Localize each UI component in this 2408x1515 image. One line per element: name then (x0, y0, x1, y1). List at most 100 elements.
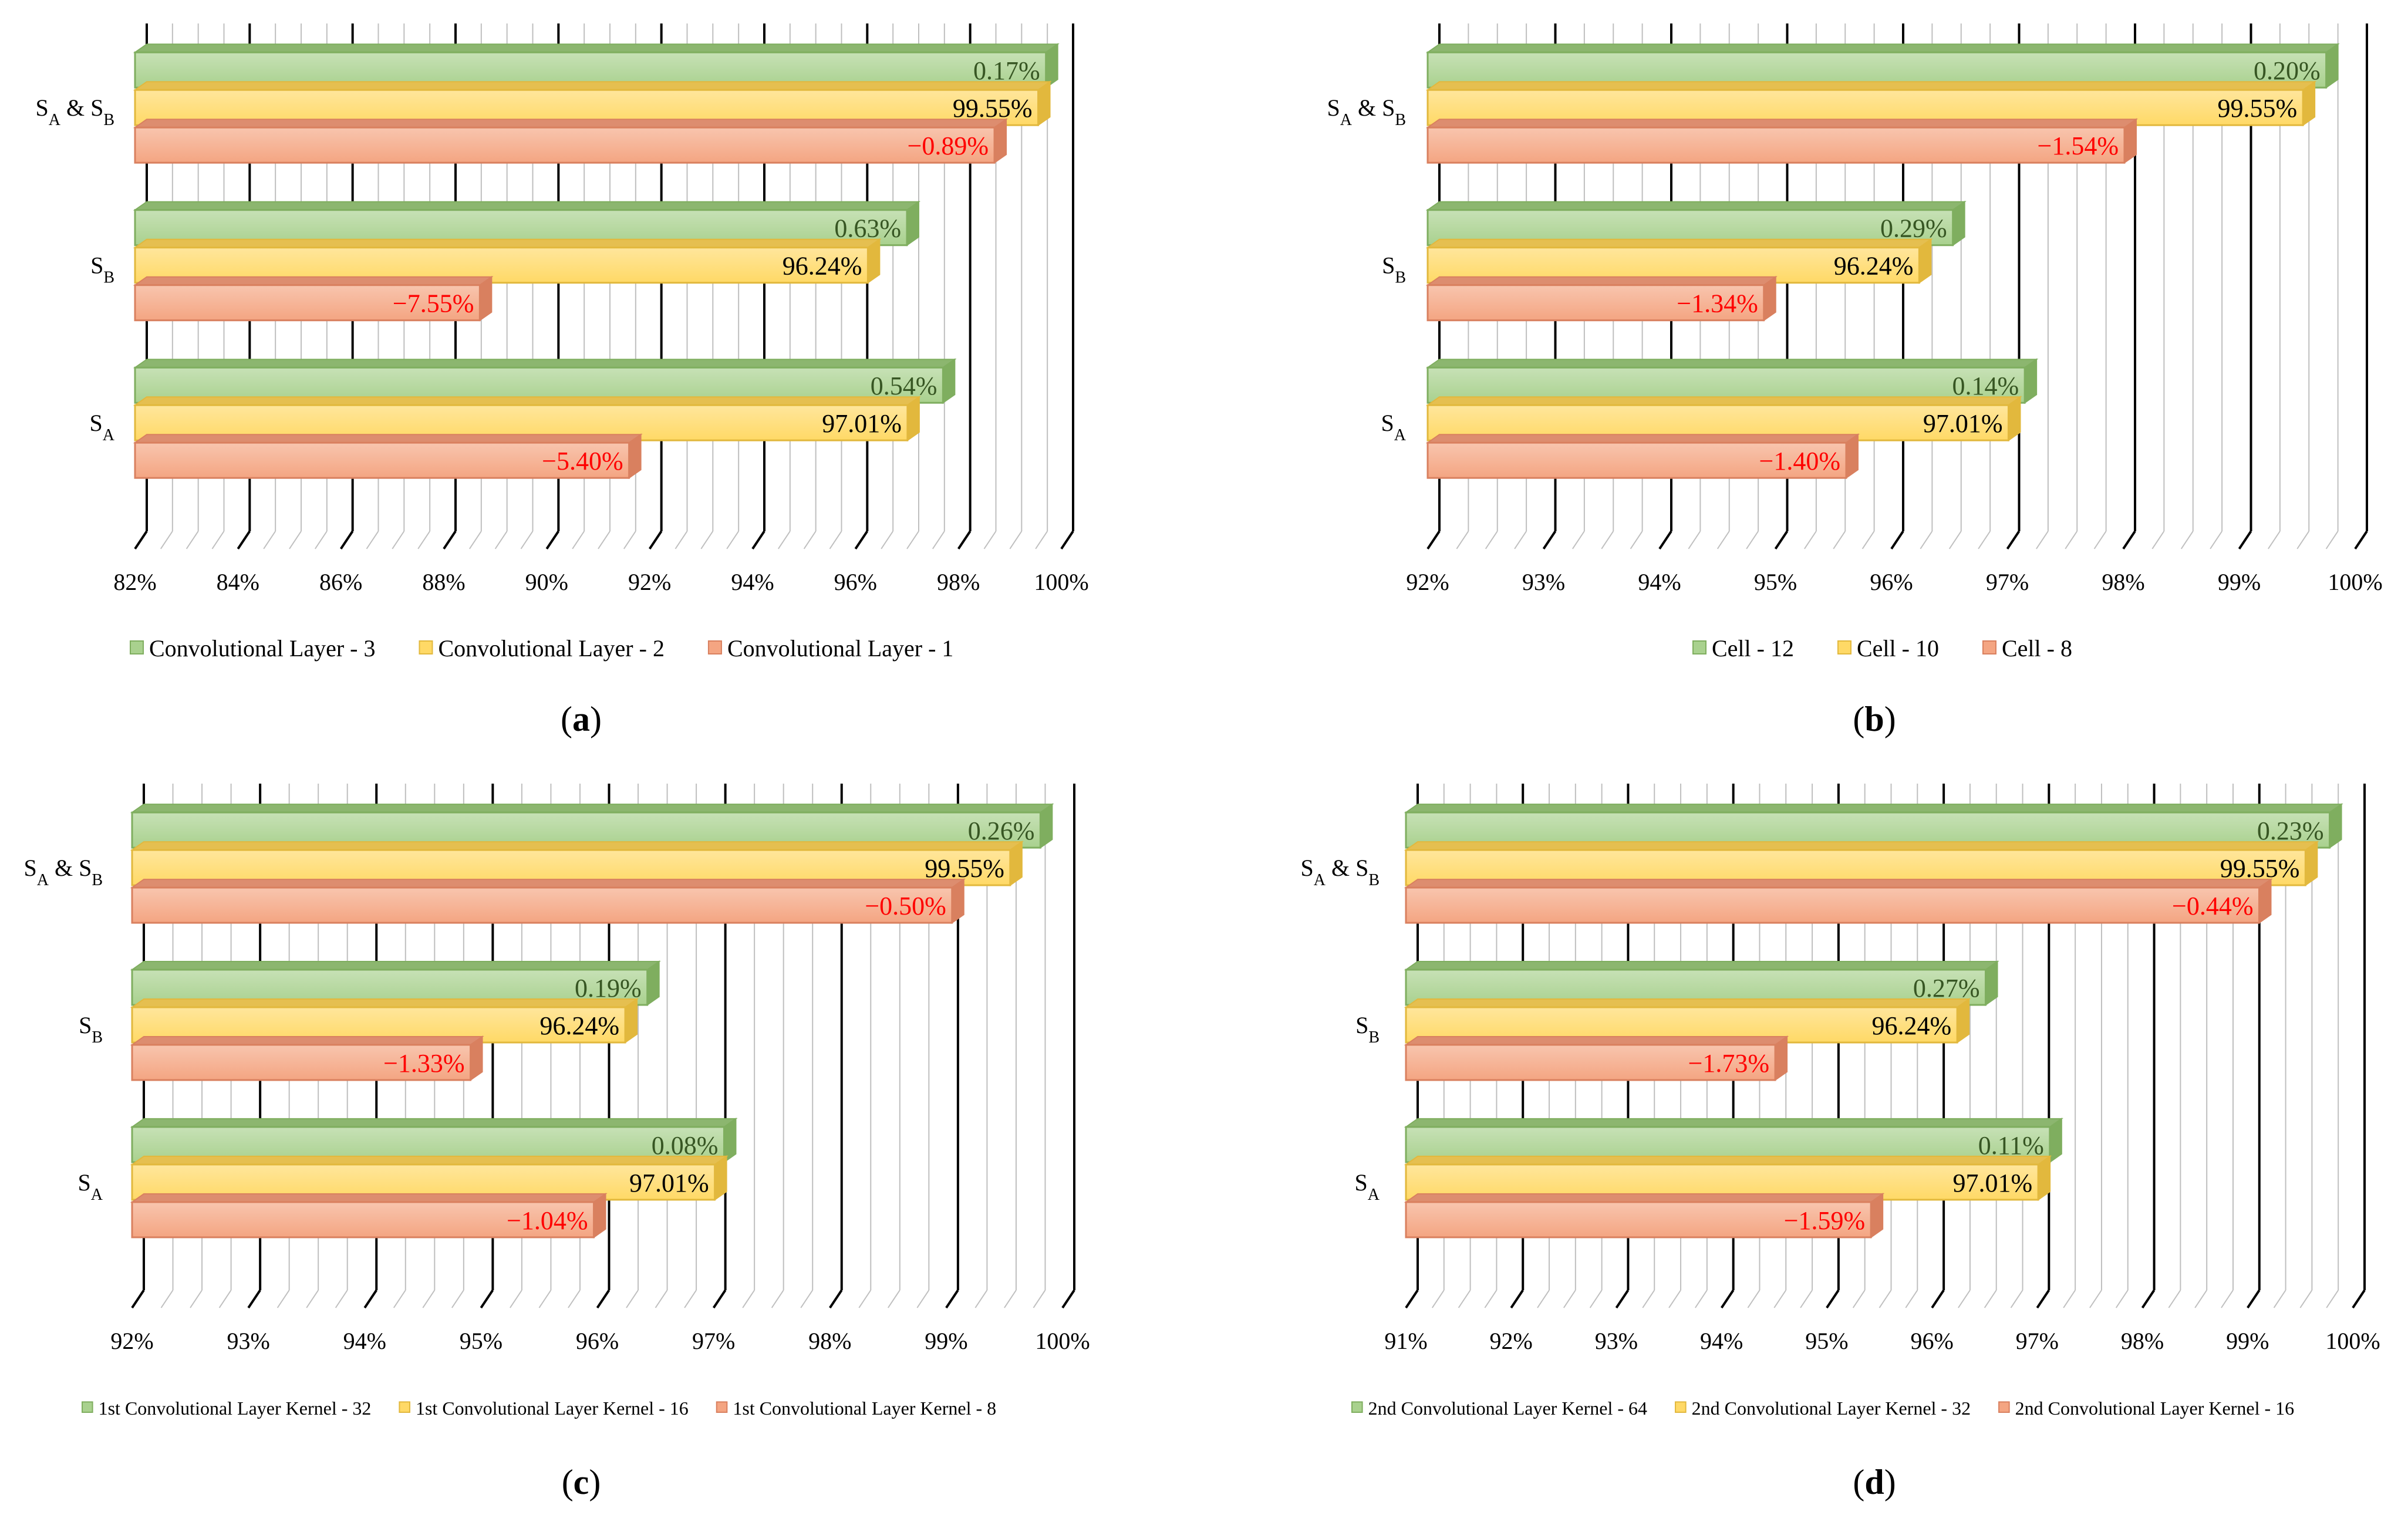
major-gridline (1061, 1289, 1075, 1309)
category-label: SA (1381, 410, 1407, 444)
bar-side-face (2329, 803, 2342, 849)
data-label: 0.54% (871, 372, 937, 400)
bar-top-face (1404, 804, 2343, 814)
major-gridline (2238, 530, 2252, 550)
major-gridline (2006, 530, 2021, 550)
bar-top-face (130, 1036, 484, 1046)
minor-gridline (2063, 1290, 2076, 1308)
bar-top-face (1425, 359, 2039, 369)
chart-panel: 92% 93% 94% 95% 96% 97% 98% 99% 100% 0.14% 97.01% −… (1327, 23, 2383, 738)
minor-gridline (1747, 1290, 1761, 1308)
major-gridline (1615, 1289, 1630, 1309)
minor-gridline (160, 1290, 174, 1308)
bar-side-face (2049, 1117, 2062, 1163)
data-label: 96.24% (539, 1011, 619, 1040)
legend-swatch (716, 1401, 728, 1413)
minor-gridline (469, 531, 482, 549)
bar-top-face (1404, 961, 1999, 971)
panel-label: (a) (561, 700, 602, 738)
bar-top-face (1404, 998, 1971, 1008)
bar-side-face (2008, 396, 2021, 442)
x-tick-label: 94% (1638, 569, 1681, 595)
bar (1405, 1201, 1872, 1239)
bar-side-face (2024, 358, 2038, 404)
x-tick-label: 88% (422, 569, 465, 595)
minor-gridline (1833, 531, 1846, 549)
bar-top-face (1425, 396, 2022, 406)
major-gridline (1542, 530, 1557, 550)
bar (131, 1044, 472, 1081)
data-label: −0.44% (2172, 892, 2253, 920)
bar-side-face (1775, 1035, 1788, 1081)
minor-gridline (211, 531, 225, 549)
bar (1426, 126, 2126, 164)
data-label: 96.24% (1871, 1011, 1951, 1040)
x-tick-label: 96% (576, 1328, 619, 1354)
major-gridline (957, 530, 972, 550)
minor-gridline (858, 1290, 872, 1308)
data-label: −1.04% (507, 1206, 588, 1235)
minor-gridline (1009, 531, 1023, 549)
minor-gridline (1630, 531, 1643, 549)
data-label: 0.27% (1913, 974, 1980, 1003)
bar-side-face (1040, 803, 1053, 849)
minor-gridline (1456, 531, 1469, 549)
bar-side-face (646, 960, 660, 1006)
x-tick-label: 98% (937, 569, 980, 595)
minor-gridline (366, 531, 379, 549)
bar-side-face (628, 433, 642, 480)
bar-top-face (133, 238, 882, 248)
major-gridline (2141, 1289, 2156, 1309)
legend-label: 2nd Convolutional Layer Kernel - 16 (2015, 1398, 2294, 1419)
major-gridline (134, 530, 148, 550)
minor-gridline (2326, 1290, 2339, 1308)
bar-side-face (1870, 1192, 1884, 1239)
category-label: SB (79, 1012, 103, 1047)
minor-gridline (1688, 531, 1701, 549)
data-label: 0.19% (575, 974, 642, 1003)
x-tick-label: 100% (2328, 569, 2382, 595)
minor-gridline (1004, 1290, 1017, 1308)
minor-gridline (1514, 531, 1527, 549)
bar-side-face (1985, 960, 1998, 1006)
legend-swatch (1351, 1401, 1363, 1413)
x-tick-label: 100% (1035, 1328, 1090, 1354)
bar-top-face (133, 434, 643, 444)
minor-gridline (684, 1290, 697, 1308)
data-label: −7.55% (393, 289, 474, 318)
minor-gridline (1642, 1290, 1655, 1308)
x-tick-label: 97% (692, 1328, 735, 1354)
bar-top-face (130, 1193, 608, 1203)
bar-top-face (1425, 119, 2139, 129)
bar-side-face (2325, 43, 2339, 89)
bar-side-face (2123, 118, 2137, 164)
bar-side-face (1045, 43, 1058, 89)
major-gridline (2122, 530, 2136, 550)
data-label: −1.59% (1784, 1206, 1865, 1235)
minor-gridline (1948, 531, 1962, 549)
major-gridline (649, 530, 663, 550)
minor-gridline (1716, 531, 1730, 549)
minor-gridline (887, 1290, 901, 1308)
data-label: −0.89% (908, 131, 989, 160)
bar-top-face (130, 998, 639, 1008)
data-label: 99.55% (925, 854, 1004, 883)
legend-swatch (1692, 640, 1706, 654)
data-label: 0.29% (1880, 214, 1947, 243)
minor-gridline (1978, 531, 1991, 549)
minor-gridline (520, 531, 534, 549)
minor-gridline (1601, 531, 1614, 549)
legend-swatch (399, 1401, 410, 1413)
x-tick-label: 98% (808, 1328, 851, 1354)
data-label: 97.01% (1952, 1169, 2032, 1197)
minor-gridline (626, 1290, 639, 1308)
x-tick-label: 94% (1700, 1328, 1743, 1354)
data-label: −5.40% (542, 447, 623, 475)
minor-gridline (1958, 1290, 1971, 1308)
panel-label: (c) (562, 1463, 601, 1501)
minor-gridline (306, 1290, 319, 1308)
bar-top-face (1425, 238, 1933, 248)
chart-panel: 82% 84% 86% 88% 90% 92% 94% 96% 98% 100% 0.54% 97.0… (35, 23, 1089, 738)
minor-gridline (2194, 1290, 2207, 1308)
